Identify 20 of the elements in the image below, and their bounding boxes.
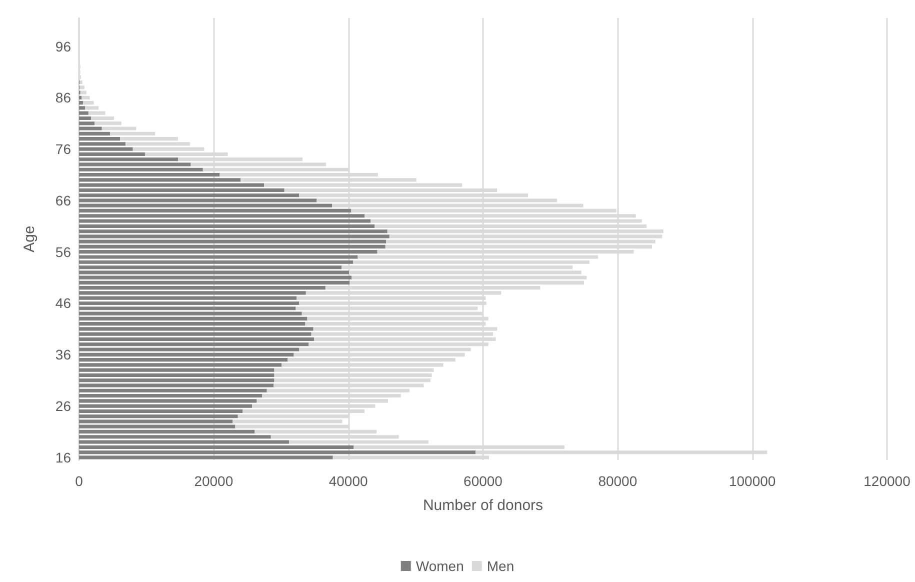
y-tick-label: 16 [55,449,72,466]
x-tick-label: 60000 [464,473,503,489]
y-tick-label: 36 [55,346,72,363]
y-tick-label: 86 [55,90,72,106]
x-tick-label: 100000 [728,473,776,489]
legend-label: Women [416,558,464,574]
y-tick-label: 96 [55,38,72,54]
x-tick-label: 120000 [864,473,911,489]
x-tick-label: 0 [75,473,84,489]
y-tick-label: 46 [55,295,72,312]
y-axis-title: Age [21,226,38,252]
x-tick-label: 80000 [598,473,638,489]
x-tick-label: 40000 [328,473,368,489]
y-tick-label: 76 [55,141,72,158]
x-axis-title: Number of donors [422,497,544,514]
legend-label: Men [486,558,514,574]
x-tick-label: 20000 [194,473,234,489]
y-tick-label: 26 [55,398,72,414]
y-tick-label: 56 [55,244,72,260]
y-tick-label: 66 [55,192,72,208]
